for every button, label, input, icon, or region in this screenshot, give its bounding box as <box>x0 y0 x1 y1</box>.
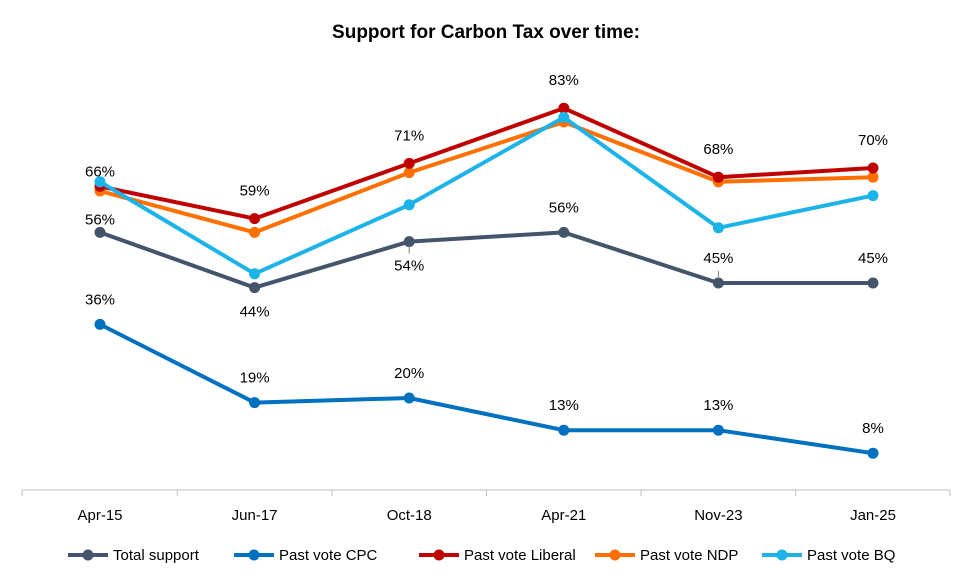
data-label: 44% <box>240 304 270 321</box>
legend-item: Total support <box>68 547 200 564</box>
legend-item: Past vote CPC <box>234 547 378 564</box>
x-tick-label: Jun-17 <box>232 507 278 524</box>
data-point <box>249 397 261 409</box>
legend-label: Past vote Liberal <box>464 547 576 564</box>
data-point <box>403 236 415 248</box>
data-point <box>403 199 415 211</box>
legend-item: Past vote NDP <box>595 547 738 564</box>
chart-title: Support for Carbon Tax over time: <box>332 22 640 43</box>
x-tick-label: Oct-18 <box>387 507 432 524</box>
data-label: 45% <box>703 250 733 267</box>
data-point <box>867 190 879 202</box>
series-past-vote-ndp <box>94 116 879 238</box>
data-point <box>558 226 570 238</box>
series-line <box>98 230 875 290</box>
legend-swatch-marker <box>248 549 260 561</box>
data-label: 13% <box>549 397 579 414</box>
data-point <box>558 424 570 436</box>
legend-label: Past vote CPC <box>279 547 378 564</box>
legend-swatch-marker <box>82 549 94 561</box>
data-label: 68% <box>703 141 733 158</box>
data-point <box>94 226 106 238</box>
series-past-vote-cpc <box>94 318 879 459</box>
data-label: 83% <box>549 72 579 89</box>
data-label: 36% <box>85 291 115 308</box>
x-tick-label: Jan-25 <box>850 507 896 524</box>
data-label: 8% <box>862 420 884 437</box>
data-point <box>558 102 570 114</box>
data-point <box>403 167 415 179</box>
data-point <box>867 162 879 174</box>
data-point <box>249 282 261 294</box>
series-total-support <box>94 226 879 294</box>
data-label: 19% <box>240 370 270 387</box>
data-point <box>867 447 879 459</box>
data-point <box>867 171 879 183</box>
series-line <box>98 115 875 276</box>
data-label: 54% <box>394 258 424 275</box>
legend-item: Past vote BQ <box>762 547 895 564</box>
data-point <box>403 157 415 169</box>
data-point <box>712 424 724 436</box>
series-past-vote-bq <box>94 111 879 280</box>
data-label: 70% <box>858 132 888 149</box>
data-label: 45% <box>858 250 888 267</box>
x-axis: Apr-15 Jun-17 Oct-18 Apr-21 Nov-23 Jan-25 <box>21 489 951 524</box>
series-past-vote-liberal <box>94 102 879 225</box>
legend: Total support Past vote CPC Past vote Libe… <box>68 547 895 564</box>
legend-label: Total support <box>113 547 200 564</box>
data-label: 71% <box>394 127 424 144</box>
data-label: 56% <box>549 199 579 216</box>
series-line <box>98 106 875 221</box>
x-tick-label: Apr-15 <box>77 507 122 524</box>
data-point <box>712 277 724 289</box>
data-label: 66% <box>85 163 115 180</box>
series-line <box>98 322 875 456</box>
plot-area <box>94 102 879 459</box>
data-label: 56% <box>85 211 115 228</box>
data-point <box>712 222 724 234</box>
data-point <box>249 226 261 238</box>
data-point <box>249 268 261 280</box>
legend-swatch-marker <box>433 549 445 561</box>
data-point <box>712 171 724 183</box>
legend-swatch-marker <box>776 549 788 561</box>
data-point <box>558 111 570 123</box>
legend-item: Past vote Liberal <box>419 547 576 564</box>
legend-label: Past vote BQ <box>807 547 895 564</box>
data-labels: 56% 44% 54% 56% 45% 45% 36% 19% 20% 13% 13% 8% 66% 59… <box>85 72 888 437</box>
legend-label: Past vote NDP <box>640 547 738 564</box>
data-label: 13% <box>703 397 733 414</box>
data-point <box>249 213 261 225</box>
series-line <box>98 120 875 235</box>
data-point <box>867 277 879 289</box>
x-tick-label: Apr-21 <box>541 507 586 524</box>
data-label: 59% <box>240 183 270 200</box>
data-point <box>94 176 106 188</box>
x-tick-label: Nov-23 <box>694 507 742 524</box>
data-point <box>94 318 106 330</box>
legend-swatch-marker <box>609 549 621 561</box>
data-point <box>403 392 415 404</box>
data-label: 20% <box>394 365 424 382</box>
